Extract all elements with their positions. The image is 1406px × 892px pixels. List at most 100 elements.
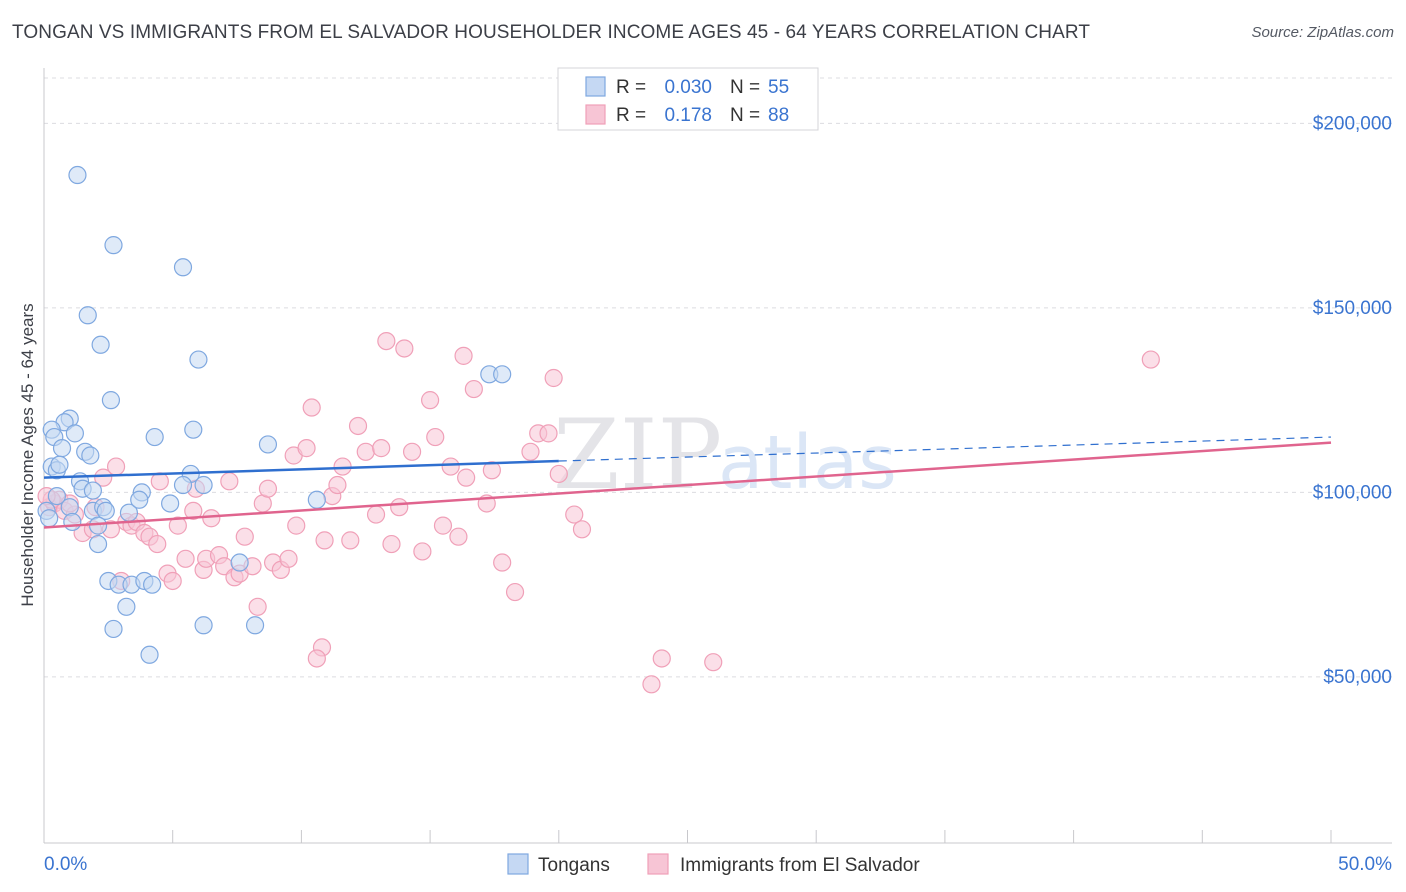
el-salvador-point	[356, 442, 375, 461]
stats-n-value: 88	[768, 105, 789, 126]
chart-title: TONGAN VS IMMIGRANTS FROM EL SALVADOR HO…	[12, 22, 1091, 43]
tongan-point	[78, 306, 97, 325]
tongan-point	[307, 490, 326, 509]
el-salvador-point	[426, 427, 445, 447]
el-salvador-point	[704, 653, 723, 672]
stats-legend-swatch	[585, 76, 606, 97]
watermark-atlas: atlas	[718, 420, 897, 506]
el-salvador-point	[248, 597, 267, 616]
el-salvador-point	[302, 398, 321, 417]
stats-r-value: 0.178	[664, 105, 712, 126]
el-salvador-point	[572, 520, 592, 539]
tongan-point	[140, 645, 159, 664]
tongan-point	[104, 236, 123, 255]
el-salvador-point	[148, 534, 167, 554]
el-salvador-point	[449, 527, 468, 546]
el-salvador-point	[341, 531, 360, 550]
el-salvador-point	[505, 582, 525, 602]
tongan-point	[91, 335, 110, 354]
y-tick-label: $150,000	[1313, 298, 1392, 319]
tongan-point	[50, 455, 69, 474]
stats-r-label: R =	[616, 77, 646, 98]
tongan-point	[493, 365, 512, 384]
el-salvador-point	[184, 501, 203, 520]
el-salvador-point	[106, 457, 126, 476]
el-salvador-point	[1141, 350, 1160, 369]
tongan-point	[258, 435, 278, 454]
x-tick-label: 0.0%	[44, 854, 87, 875]
tick-labels: $50,000 $100,000 $150,000 $200,000 0.0% 50.0%	[44, 113, 1392, 875]
el-salvador-point	[421, 391, 440, 410]
el-salvador-point	[642, 675, 661, 694]
tongan-point	[194, 616, 213, 635]
el-salvador-point	[433, 516, 453, 535]
el-salvador-point	[539, 424, 558, 443]
el-salvador-point	[220, 472, 239, 491]
tongan-point	[68, 165, 87, 185]
series-legend: Tongans Immigrants from El Salvador	[507, 853, 920, 876]
tongan-point	[96, 501, 115, 520]
y-tick-label: $50,000	[1323, 667, 1392, 688]
el-salvador-point	[549, 464, 568, 484]
tongan-point	[52, 439, 72, 458]
series-legend-label: Immigrants from El Salvador	[680, 855, 920, 876]
tongan-point	[173, 258, 193, 277]
el-salvador-point	[366, 505, 386, 524]
tongan-point	[245, 616, 265, 635]
tongan-point	[184, 420, 203, 439]
tongan-trend-line	[43, 459, 559, 479]
el-salvador-point	[413, 542, 432, 561]
stats-n-value: 55	[768, 77, 789, 98]
tongan-point	[63, 512, 82, 532]
el-salvador-point	[457, 468, 476, 487]
el-salvador-point	[377, 331, 396, 351]
el-salvador-point	[382, 534, 401, 554]
series-legend-label: Tongans	[538, 855, 610, 876]
watermark-zip: ZIP	[553, 399, 722, 511]
y-tick-label: $200,000	[1313, 113, 1392, 134]
tongan-point	[161, 494, 180, 513]
tongan-point	[230, 553, 249, 572]
stats-legend-swatch	[585, 104, 606, 125]
stats-n-label: N =	[730, 77, 760, 98]
el-salvador-point	[168, 516, 187, 535]
el-salvador-point	[307, 649, 326, 668]
tongan-point	[117, 597, 136, 616]
el-salvador-point	[287, 516, 306, 535]
el-salvador-point	[402, 442, 422, 461]
el-salvador-point	[315, 531, 334, 550]
el-salvador-point	[235, 527, 254, 546]
axes	[43, 68, 1392, 844]
tongan-point	[83, 481, 103, 500]
tongan-point	[145, 427, 164, 447]
el-salvador-point	[297, 439, 316, 458]
tongan-point	[104, 619, 123, 639]
el-salvador-point	[372, 439, 391, 458]
tongan-point	[143, 575, 162, 594]
stats-n-label: N =	[730, 105, 760, 126]
data-points	[37, 165, 1160, 694]
stats-r-label: R =	[616, 105, 646, 126]
el-salvador-point	[521, 442, 540, 461]
tongan-point	[40, 509, 59, 528]
tongan-point	[47, 486, 66, 506]
el-salvador-point	[454, 346, 473, 365]
trend-lines	[43, 436, 1332, 529]
tongan-point	[173, 475, 193, 495]
el-salvador-point	[94, 468, 113, 487]
el-salvador-point	[348, 416, 368, 436]
el-salvador-trend-line	[43, 441, 1332, 529]
el-salvador-point	[279, 549, 298, 568]
stats-legend: R = 0.030 N = 55 R = 0.178 N = 88	[557, 67, 819, 131]
gridlines	[44, 77, 1392, 678]
el-salvador-point	[441, 457, 460, 476]
el-salvador-point	[328, 475, 347, 495]
el-salvador-point	[652, 649, 671, 668]
tongan-point	[130, 490, 149, 509]
tongan-point	[88, 516, 108, 535]
tongan-point	[65, 424, 84, 443]
el-salvador-point	[163, 571, 182, 591]
el-salvador-point	[176, 549, 195, 568]
series-legend-swatch	[647, 853, 669, 875]
